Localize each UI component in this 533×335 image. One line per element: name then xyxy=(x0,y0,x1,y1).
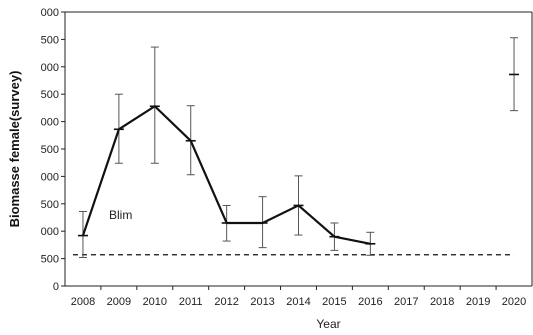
y-tick-label: 500 xyxy=(41,34,59,46)
y-tick-label: 000 xyxy=(41,117,59,129)
label-layer: Blim xyxy=(109,208,132,222)
y-tick-label: 0 xyxy=(53,281,59,293)
x-tick-label: 2020 xyxy=(502,296,526,308)
x-tick-label: 2012 xyxy=(214,296,238,308)
y-tick-label: 500 xyxy=(41,199,59,211)
x-tick-label: 2019 xyxy=(466,296,490,308)
x-tick-label: 2014 xyxy=(286,296,310,308)
y-tick-label: 000 xyxy=(41,171,59,183)
y-tick-label: 500 xyxy=(41,144,59,156)
y-tick-label: 500 xyxy=(41,254,59,266)
y-tick-label: 000 xyxy=(41,7,59,19)
series-line xyxy=(81,105,371,245)
error-bar-layer xyxy=(77,37,520,259)
y-tick-label: 500 xyxy=(41,89,59,101)
x-tick-label: 2018 xyxy=(430,296,454,308)
y-tick-label: 000 xyxy=(41,226,59,238)
x-tick-label: 2016 xyxy=(358,296,382,308)
x-tick-label: 2009 xyxy=(107,296,131,308)
x-axis-title: Year xyxy=(316,317,340,331)
y-axis-title: Biomasse female(survey) xyxy=(7,71,22,228)
x-tick-label: 2010 xyxy=(143,296,167,308)
series-line-layer xyxy=(81,105,371,245)
x-tick-label: 2013 xyxy=(250,296,274,308)
y-tick-label: 000 xyxy=(41,62,59,74)
x-tick-label: 2011 xyxy=(179,296,203,308)
x-tick-label: 2015 xyxy=(322,296,346,308)
x-tick-label: 2017 xyxy=(394,296,418,308)
x-tick-label: 2008 xyxy=(71,296,95,308)
blim-label: Blim xyxy=(109,208,132,222)
axes: 0 500 000 500 000 500 000 500 000 500 000 2008 2009 2… xyxy=(7,7,533,331)
